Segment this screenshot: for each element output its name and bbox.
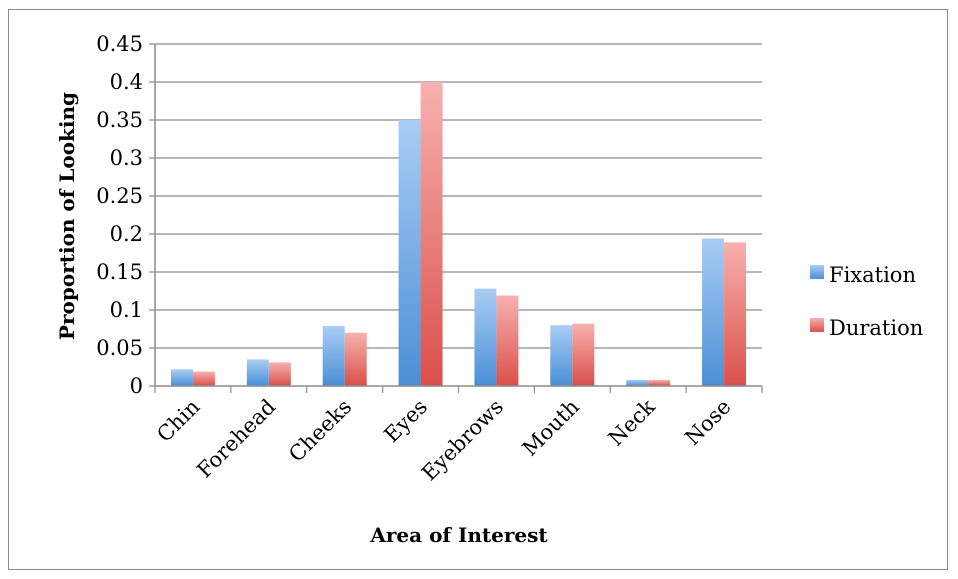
y-tick-label: 0.35 xyxy=(96,108,143,132)
y-tick-label: 0.45 xyxy=(96,32,143,56)
bar-fixation-cheeks xyxy=(322,325,345,386)
y-tick-label: 0.15 xyxy=(96,260,143,284)
x-tick-label: Neck xyxy=(604,394,660,450)
legend-label-fixation: Fixation xyxy=(829,263,916,287)
bar-fixation-neck xyxy=(626,379,649,386)
bar-duration-mouth xyxy=(572,323,595,386)
legend-swatch-fixation xyxy=(810,265,824,279)
bars xyxy=(170,82,747,386)
bar-duration-chin xyxy=(192,371,215,386)
y-tick-label: 0.4 xyxy=(110,70,143,94)
x-tick-label: Mouth xyxy=(518,395,584,461)
bar-fixation-eyes xyxy=(398,120,421,386)
y-tick-label: 0.2 xyxy=(110,222,143,246)
gridlines xyxy=(155,43,762,349)
bar-duration-cheeks xyxy=(344,332,367,386)
bar-duration-eyes xyxy=(420,82,443,386)
x-tick-label: Cheeks xyxy=(284,395,356,467)
x-tick-label: Eyes xyxy=(379,395,432,448)
y-tick-label: 0 xyxy=(130,374,143,398)
bar-duration-forehead xyxy=(268,362,291,386)
y-tick-label: 0.1 xyxy=(110,298,143,322)
bar-fixation-chin xyxy=(170,369,193,386)
legend: Fixation Duration xyxy=(810,263,923,340)
x-tick-label: Forehead xyxy=(192,395,280,483)
x-tick-label: Eyebrows xyxy=(417,395,508,486)
y-axis-title: Proportion of Looking xyxy=(55,92,79,340)
bar-fixation-nose xyxy=(702,238,725,386)
x-tick-label: Nose xyxy=(680,395,735,450)
legend-swatch-duration xyxy=(810,318,824,332)
x-axis-title: Area of Interest xyxy=(369,523,548,547)
bar-duration-eyebrows xyxy=(496,295,519,386)
bar-duration-nose xyxy=(724,242,747,386)
legend-label-duration: Duration xyxy=(829,316,923,340)
y-tick-label: 0.3 xyxy=(110,146,143,170)
bar-duration-neck xyxy=(648,379,671,386)
bar-fixation-forehead xyxy=(246,359,269,386)
bar-fixation-mouth xyxy=(550,325,573,386)
bar-fixation-eyebrows xyxy=(474,288,497,386)
y-axis-ticks: 0 0.05 0.1 0.15 0.2 0.25 0.3 0.35 0.4 0.45 xyxy=(96,32,155,398)
x-tick-label: Chin xyxy=(152,395,204,447)
y-tick-label: 0.25 xyxy=(96,184,143,208)
y-tick-label: 0.05 xyxy=(96,336,143,360)
